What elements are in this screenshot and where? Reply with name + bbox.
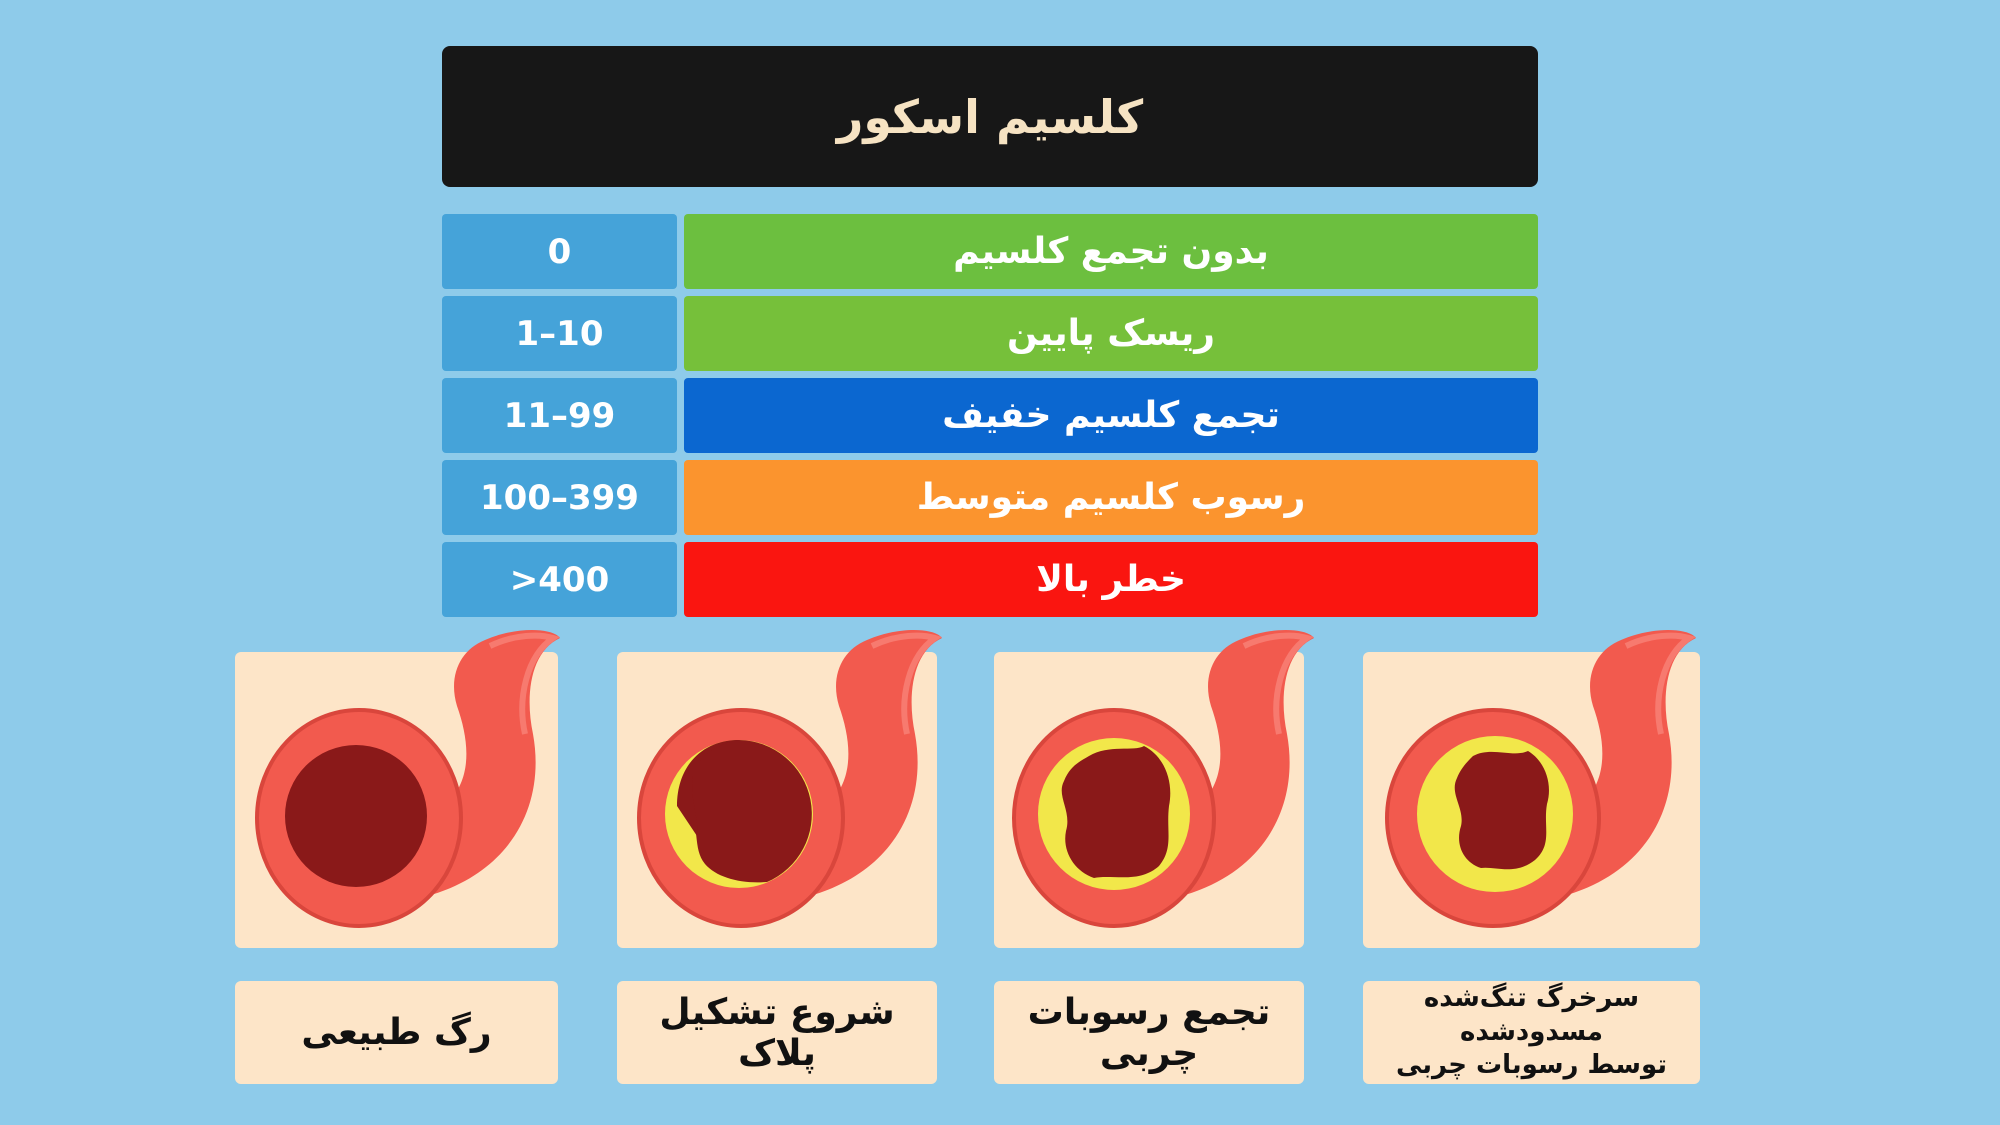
score-label: ریسک پایین (684, 296, 1538, 371)
early-plaque-artery-icon (637, 630, 942, 928)
fatty-deposit-artery-icon (1012, 630, 1314, 928)
score-label: خطر بالا (684, 542, 1538, 617)
stage-caption: سرخرگ تنگ‌شده مسدودشده توسط رسوبات چربی (1363, 981, 1700, 1084)
stage-card-normal (235, 630, 560, 948)
title-banner: کلسیم اسکور (442, 46, 1538, 187)
score-label: تجمع کلسیم خفیف (684, 378, 1538, 453)
stage-card-early-plaque (617, 630, 942, 948)
score-value: 0 (442, 214, 677, 289)
page-title: کلسیم اسکور (836, 89, 1144, 144)
stage-caption-text: تجمع رسوبات چربی (1027, 991, 1271, 1074)
stage-card-blocked (1363, 630, 1700, 948)
stage-caption-text: رگ طبیعی (301, 1012, 492, 1053)
score-row: 1–10 ریسک پایین (442, 296, 1538, 371)
stage-caption-text: شروع تشکیل پلاک (659, 991, 895, 1074)
score-row: 11–99 تجمع کلسیم خفیف (442, 378, 1538, 453)
score-value: >400 (442, 542, 677, 617)
blocked-artery-icon (1385, 630, 1696, 928)
stage-caption-line: توسط رسوبات چربی (1395, 1050, 1668, 1081)
score-row: >400 خطر بالا (442, 542, 1538, 617)
stage-caption: شروع تشکیل پلاک (617, 981, 937, 1084)
stage-caption: تجمع رسوبات چربی (994, 981, 1304, 1084)
score-value: 100–399 (442, 460, 677, 535)
score-row: 100–399 رسوب کلسیم متوسط (442, 460, 1538, 535)
stage-caption: رگ طبیعی (235, 981, 558, 1084)
score-row: 0 بدون تجمع کلسیم (442, 214, 1538, 289)
score-value: 11–99 (442, 378, 677, 453)
score-label: رسوب کلسیم متوسط (684, 460, 1538, 535)
stage-card-fatty-deposit (994, 630, 1314, 948)
score-label: بدون تجمع کلسیم (684, 214, 1538, 289)
score-value: 1–10 (442, 296, 677, 371)
normal-artery-icon (255, 630, 560, 928)
stage-caption-line: سرخرگ تنگ‌شده مسدودشده (1423, 982, 1640, 1047)
